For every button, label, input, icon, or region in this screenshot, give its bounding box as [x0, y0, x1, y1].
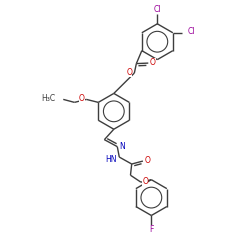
Text: O: O: [150, 58, 156, 67]
Text: O: O: [79, 94, 85, 104]
Text: O: O: [126, 68, 132, 77]
Text: HN: HN: [106, 154, 117, 164]
Text: N: N: [119, 142, 125, 151]
Text: Cl: Cl: [154, 5, 161, 14]
Text: Cl: Cl: [187, 27, 195, 36]
Text: H₃C: H₃C: [41, 94, 55, 103]
Text: F: F: [149, 225, 154, 234]
Text: O: O: [144, 156, 150, 165]
Text: O: O: [142, 177, 148, 186]
